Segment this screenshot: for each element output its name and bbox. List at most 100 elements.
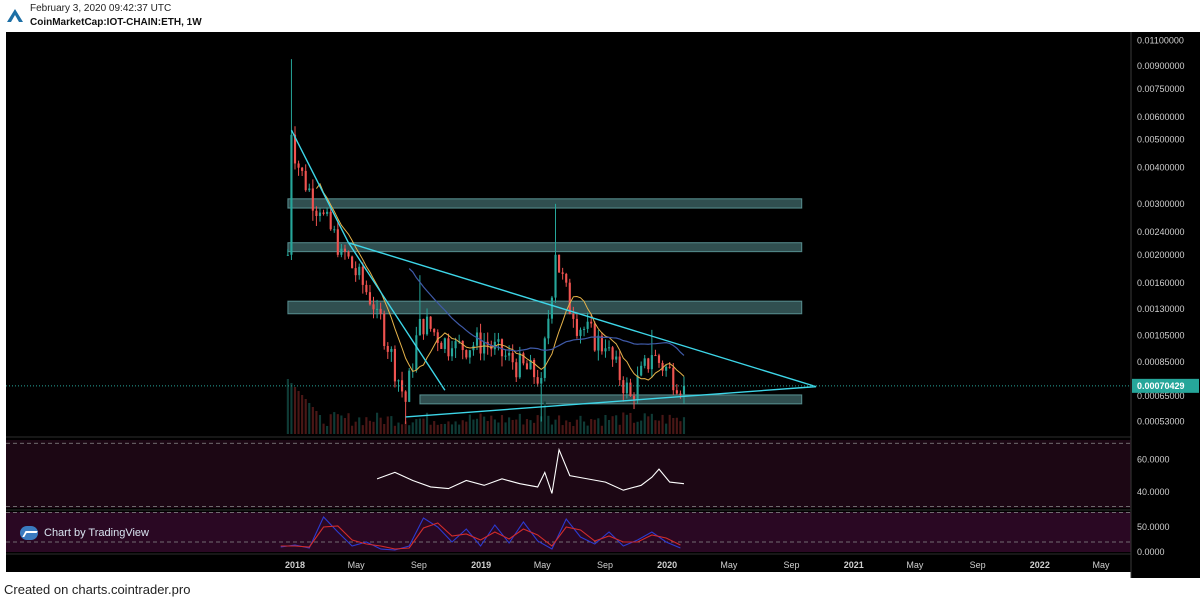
volume-bar [379,417,382,434]
price-axis-ticks: 0.01100000 0.00900000 0.00750000 0.00600000… [1137,36,1185,427]
candle [615,350,618,363]
candle-body [465,350,468,358]
price-chart[interactable]: 0.01100000 0.00900000 0.00750000 0.00600000… [0,32,1200,578]
candle-body [604,348,607,352]
candle [554,203,557,303]
candle-body [679,393,682,395]
volume-bar [672,417,675,434]
candle-body [579,329,582,336]
candle [665,364,668,377]
time-tick-label: 2022 [1030,560,1050,570]
chart-area[interactable]: 0.01100000 0.00900000 0.00750000 0.00600000… [0,32,1200,578]
candle-body [308,188,311,191]
candle-body [682,385,686,395]
volume-bar [315,411,318,434]
time-tick-label: May [906,560,924,570]
volume-bar [647,416,650,434]
candle-body [447,338,450,357]
candle-body [336,229,339,255]
volume-bar [429,424,432,434]
volume-bar [554,419,557,434]
candle [361,262,364,294]
candle-body [597,335,600,351]
candle-body [636,375,639,400]
volume-bar [333,412,336,434]
candle-body [443,338,446,349]
candle-body [433,328,436,333]
candle [625,377,628,399]
candle [447,333,450,361]
volume-bar [486,420,489,434]
candle-body [497,339,500,342]
volume-bar [433,421,436,434]
volume-bar [625,414,628,434]
candle [354,261,357,282]
candle-body [376,308,379,310]
volume-bar [336,414,339,434]
candle-body [483,341,486,354]
time-tick-label: 2019 [471,560,491,570]
volume-bar [472,419,475,434]
candle [351,255,354,269]
candle-body [290,134,293,255]
volume-bar [404,421,407,434]
volume-bar [340,415,343,434]
candle [533,358,536,384]
volume-bar [468,414,471,434]
volume-bar [682,417,686,434]
tradingview-badge-label: Chart by TradingView [44,527,149,539]
candle-body [515,362,518,378]
trendline-2 [347,242,446,391]
tradingview-badge[interactable]: Chart by TradingView [20,524,149,542]
candle [582,326,586,337]
volume-bar [415,419,418,434]
candle [636,366,639,405]
candle-body [358,266,361,276]
candle-body [322,212,325,214]
candle-body [540,377,543,384]
price-tick-label: 0.00900000 [1137,61,1185,71]
candle-body [311,188,314,211]
candle [301,166,304,177]
price-tick-label: 0.00085000 [1137,357,1185,367]
candle [650,329,653,378]
volume-bar [600,425,603,434]
candle [675,384,678,395]
volume-bar [390,416,393,434]
candle-body [379,308,382,314]
candle-body [622,380,625,394]
volume-bar [475,418,479,434]
volume-bar [400,424,404,434]
volume-bar [450,424,454,434]
candle-body [383,313,386,347]
candle [318,208,322,222]
stoch-tick-label: 0.0000 [1137,547,1165,557]
candle-body [657,355,661,363]
candle-body [436,332,439,343]
volume-bar [408,425,411,434]
volume-bar [511,419,514,434]
candle [622,376,625,402]
volume-bar [668,414,671,434]
candle [440,341,443,349]
candle-body [440,342,443,349]
volume-bar [504,422,507,434]
price-tick-label: 0.00160000 [1137,278,1185,288]
candle [429,316,432,332]
price-axis-background [1131,32,1200,578]
volume-bar [533,422,536,434]
candle-body [654,355,657,357]
candle-body [554,254,557,298]
candle [575,313,578,339]
candle-body [351,256,354,269]
candle-body [418,318,421,336]
volume-bar [540,416,543,434]
volume-bar [568,422,571,434]
price-tick-label: 0.00200000 [1137,250,1185,260]
volume-bar [657,420,661,434]
volume-bar [525,419,529,434]
volume-bar [440,423,443,434]
candle-body [575,318,578,336]
candle [425,308,429,336]
volume-bar [522,424,525,434]
